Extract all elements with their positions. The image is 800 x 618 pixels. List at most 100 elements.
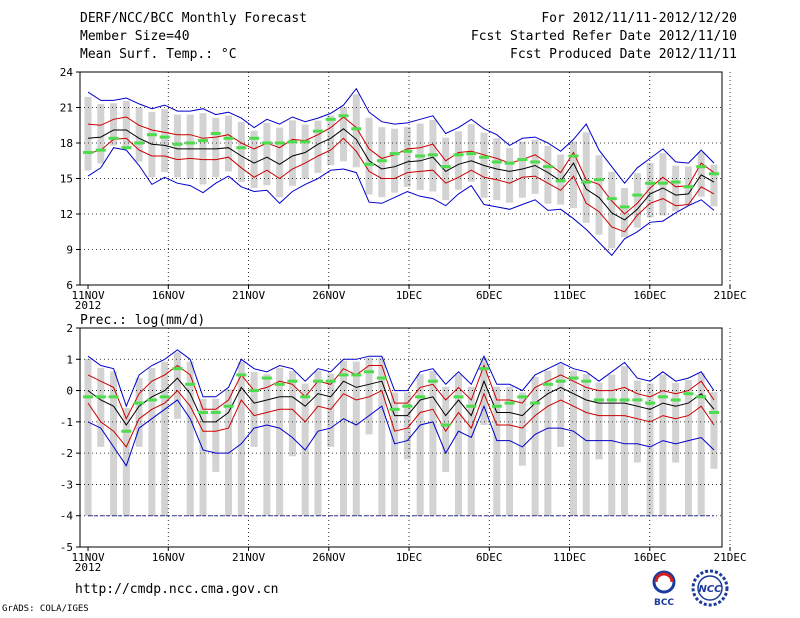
climatology-marker bbox=[197, 139, 208, 143]
x-tick-label: 16NOV bbox=[152, 289, 185, 302]
range-box bbox=[646, 162, 654, 218]
climatology-marker bbox=[696, 395, 707, 399]
range-box bbox=[173, 114, 181, 178]
climatology-marker bbox=[415, 395, 426, 399]
x-tick-label: 16DEC bbox=[633, 551, 666, 564]
climatology-marker bbox=[581, 180, 592, 184]
climatology-marker bbox=[415, 154, 426, 158]
ncc-logo-text: NCC bbox=[698, 584, 722, 595]
range-box bbox=[506, 148, 514, 203]
range-box bbox=[110, 103, 118, 146]
climatology-marker bbox=[568, 154, 579, 158]
climatology-marker bbox=[504, 161, 515, 165]
climatology-marker bbox=[645, 181, 656, 185]
climatology-marker bbox=[581, 379, 592, 383]
range-box bbox=[250, 371, 258, 447]
x-tick-label: 21NOV bbox=[232, 551, 265, 564]
climatology-marker bbox=[657, 181, 668, 185]
climatology-marker bbox=[210, 410, 221, 414]
range-box bbox=[442, 137, 450, 201]
y-tick-label: -2 bbox=[60, 447, 73, 460]
range-box bbox=[569, 370, 577, 516]
climatology-marker bbox=[172, 367, 183, 371]
climatology-marker bbox=[325, 117, 336, 121]
y-tick-label: -1 bbox=[60, 416, 73, 429]
range-box bbox=[442, 386, 450, 472]
x-tick-label: 21DEC bbox=[713, 289, 746, 302]
climatology-marker bbox=[504, 401, 515, 405]
y-tick-label: 21 bbox=[60, 102, 73, 115]
range-box bbox=[161, 109, 169, 172]
climatology-marker bbox=[249, 389, 260, 393]
climatology-marker bbox=[402, 149, 413, 153]
x-tick-label: 1DEC bbox=[396, 289, 423, 302]
climatology-marker bbox=[440, 165, 451, 169]
climatology-marker bbox=[146, 398, 157, 402]
range-box bbox=[454, 131, 462, 190]
range-box bbox=[493, 386, 501, 516]
climatology-marker bbox=[325, 379, 336, 383]
climatology-marker bbox=[121, 429, 132, 433]
climatology-marker bbox=[376, 376, 387, 380]
climatology-marker bbox=[479, 367, 490, 371]
y-tick-label: 1 bbox=[66, 353, 73, 366]
climatology-marker bbox=[645, 401, 656, 405]
climatology-marker bbox=[619, 205, 630, 209]
climatology-marker bbox=[670, 180, 681, 184]
range-box bbox=[531, 139, 539, 194]
climatology-marker bbox=[530, 401, 541, 405]
x-tick-label: 26NOV bbox=[312, 551, 345, 564]
x-tick-label: 21DEC bbox=[713, 551, 746, 564]
range-box bbox=[416, 374, 424, 516]
y-tick-label: 6 bbox=[66, 279, 73, 292]
climatology-marker bbox=[121, 146, 132, 150]
ncc-logo: NCC bbox=[691, 569, 729, 607]
climatology-marker bbox=[108, 136, 119, 140]
climatology-marker bbox=[351, 127, 362, 131]
fcst-produced-date: Fcst Produced Date 2012/11/11 bbox=[510, 47, 737, 62]
range-box bbox=[544, 370, 552, 516]
range-box bbox=[84, 96, 92, 171]
range-box bbox=[506, 386, 514, 516]
range-box bbox=[697, 152, 705, 197]
range-box bbox=[225, 115, 233, 172]
y-tick-label: 12 bbox=[60, 208, 73, 221]
climatology-marker bbox=[466, 152, 477, 156]
climatology-marker bbox=[479, 155, 490, 159]
range-box bbox=[212, 398, 220, 472]
range-box bbox=[352, 94, 360, 168]
climatology-marker bbox=[683, 392, 694, 396]
climatology-marker bbox=[453, 395, 464, 399]
range-box bbox=[391, 128, 399, 193]
range-box bbox=[582, 132, 590, 223]
climatology-marker bbox=[134, 401, 145, 405]
climatology-marker bbox=[83, 395, 94, 399]
climatology-marker bbox=[619, 398, 630, 402]
range-box bbox=[173, 352, 181, 419]
climatology-marker bbox=[670, 398, 681, 402]
y-tick-label: -3 bbox=[60, 478, 73, 491]
range-box bbox=[480, 357, 488, 425]
range-box bbox=[276, 367, 284, 516]
series-line-min bbox=[87, 147, 715, 257]
climatology-marker bbox=[440, 423, 451, 427]
range-box bbox=[186, 361, 194, 516]
climatology-marker bbox=[159, 395, 170, 399]
range-box bbox=[237, 361, 245, 516]
range-box bbox=[186, 114, 194, 179]
range-box bbox=[403, 392, 411, 460]
x-tick-label: 6DEC bbox=[476, 289, 503, 302]
range-box bbox=[672, 383, 680, 463]
x-tick-label: 6DEC bbox=[476, 551, 503, 564]
x-tick-label: 16NOV bbox=[152, 551, 185, 564]
climatology-marker bbox=[95, 395, 106, 399]
range-box bbox=[531, 376, 539, 516]
climatology-marker bbox=[172, 142, 183, 146]
range-box bbox=[595, 382, 603, 460]
range-box bbox=[608, 374, 616, 516]
range-box bbox=[365, 117, 373, 195]
source-url[interactable]: http://cmdp.ncc.cma.gov.cn bbox=[75, 582, 279, 597]
range-box bbox=[672, 165, 680, 212]
range-box bbox=[314, 120, 322, 173]
